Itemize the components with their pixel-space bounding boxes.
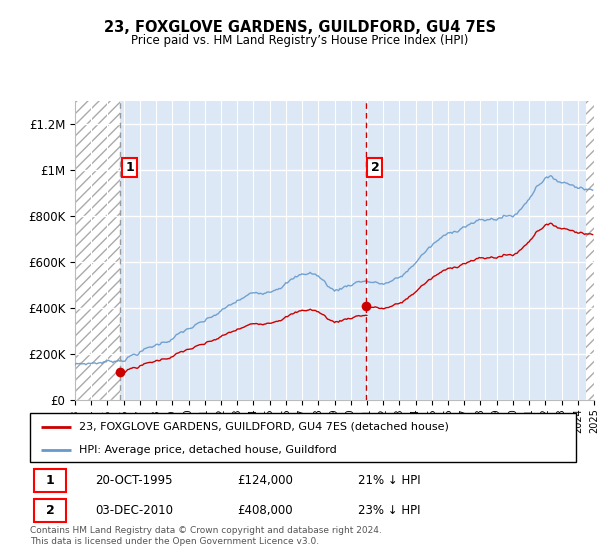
Text: Price paid vs. HM Land Registry’s House Price Index (HPI): Price paid vs. HM Land Registry’s House …	[131, 34, 469, 46]
Text: 21% ↓ HPI: 21% ↓ HPI	[358, 474, 420, 487]
Text: 03-DEC-2010: 03-DEC-2010	[95, 504, 173, 517]
Bar	[75, 101, 121, 400]
Text: 23, FOXGLOVE GARDENS, GUILDFORD, GU4 7ES: 23, FOXGLOVE GARDENS, GUILDFORD, GU4 7ES	[104, 20, 496, 35]
Bar	[586, 101, 594, 400]
Text: 2: 2	[46, 504, 55, 517]
Text: 23, FOXGLOVE GARDENS, GUILDFORD, GU4 7ES (detached house): 23, FOXGLOVE GARDENS, GUILDFORD, GU4 7ES…	[79, 422, 449, 432]
Text: Contains HM Land Registry data © Crown copyright and database right 2024.
This d: Contains HM Land Registry data © Crown c…	[30, 526, 382, 546]
Text: 23% ↓ HPI: 23% ↓ HPI	[358, 504, 420, 517]
Text: £408,000: £408,000	[238, 504, 293, 517]
Bar	[586, 101, 594, 400]
Text: 1: 1	[125, 161, 134, 174]
FancyBboxPatch shape	[34, 499, 66, 522]
Text: HPI: Average price, detached house, Guildford: HPI: Average price, detached house, Guil…	[79, 445, 337, 455]
Bar	[75, 101, 121, 400]
Text: £124,000: £124,000	[238, 474, 293, 487]
FancyBboxPatch shape	[34, 469, 66, 492]
Text: 20-OCT-1995: 20-OCT-1995	[95, 474, 173, 487]
Text: 1: 1	[46, 474, 55, 487]
Text: 2: 2	[371, 161, 379, 174]
